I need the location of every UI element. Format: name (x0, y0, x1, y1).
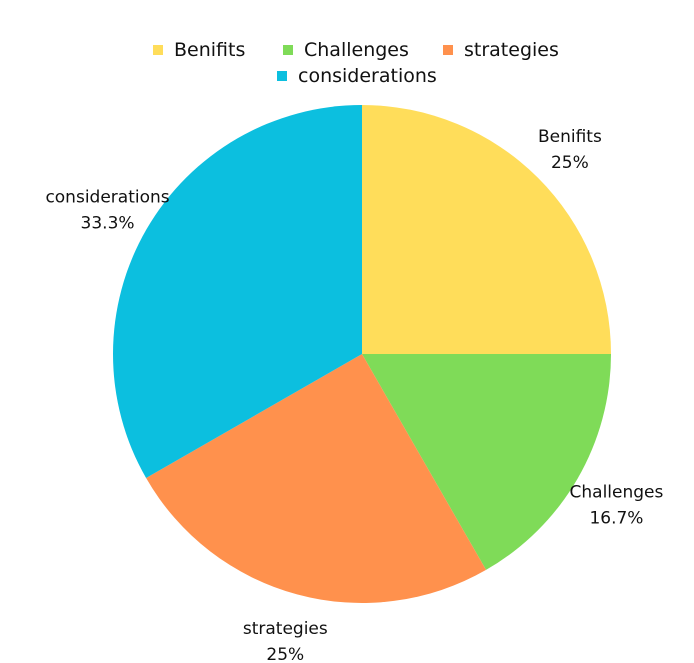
slice-percent-label: 33.3% (81, 214, 135, 234)
slice-percent-label: 25% (551, 153, 589, 173)
legend-swatch (443, 45, 453, 55)
slice-percent-label: 25% (266, 645, 304, 663)
slice-category-label: considerations (45, 188, 169, 208)
pie-slice-considerations (112, 105, 362, 479)
slice-label-strategies: strategies 25% (243, 619, 328, 663)
slice-labels: Benifits 25% Challenges 16.7% strategies 25% c… (45, 127, 663, 663)
legend-label: strategies (464, 39, 559, 61)
pie-slice-strategies (146, 354, 487, 604)
slice-category-label: strategies (243, 619, 328, 639)
legend-item-challenges: Challenges (283, 39, 409, 61)
slice-label-benifits: Benifits 25% (538, 127, 602, 173)
slice-percent-label: 16.7% (589, 508, 643, 528)
legend-item-benifits: Benifits (153, 39, 245, 61)
slice-label-considerations: considerations 33.3% (45, 188, 169, 234)
legend-swatch (277, 71, 287, 81)
legend-item-strategies: strategies (443, 39, 559, 61)
legend-label: Benifits (174, 39, 245, 61)
slice-label-challenges: Challenges 16.7% (570, 482, 664, 528)
slice-category-label: Benifits (538, 127, 602, 147)
slice-category-label: Challenges (570, 482, 664, 502)
legend-label: Challenges (304, 39, 409, 61)
legend-label: considerations (298, 65, 437, 87)
pie-slice-challenges (362, 354, 611, 570)
pie-slices (112, 105, 611, 604)
legend: Benifits Challenges strategies consideratio… (153, 39, 559, 87)
legend-swatch (283, 45, 293, 55)
legend-item-considerations: considerations (277, 65, 437, 87)
pie-slice-benifits (362, 105, 611, 354)
legend-swatch (153, 45, 163, 55)
